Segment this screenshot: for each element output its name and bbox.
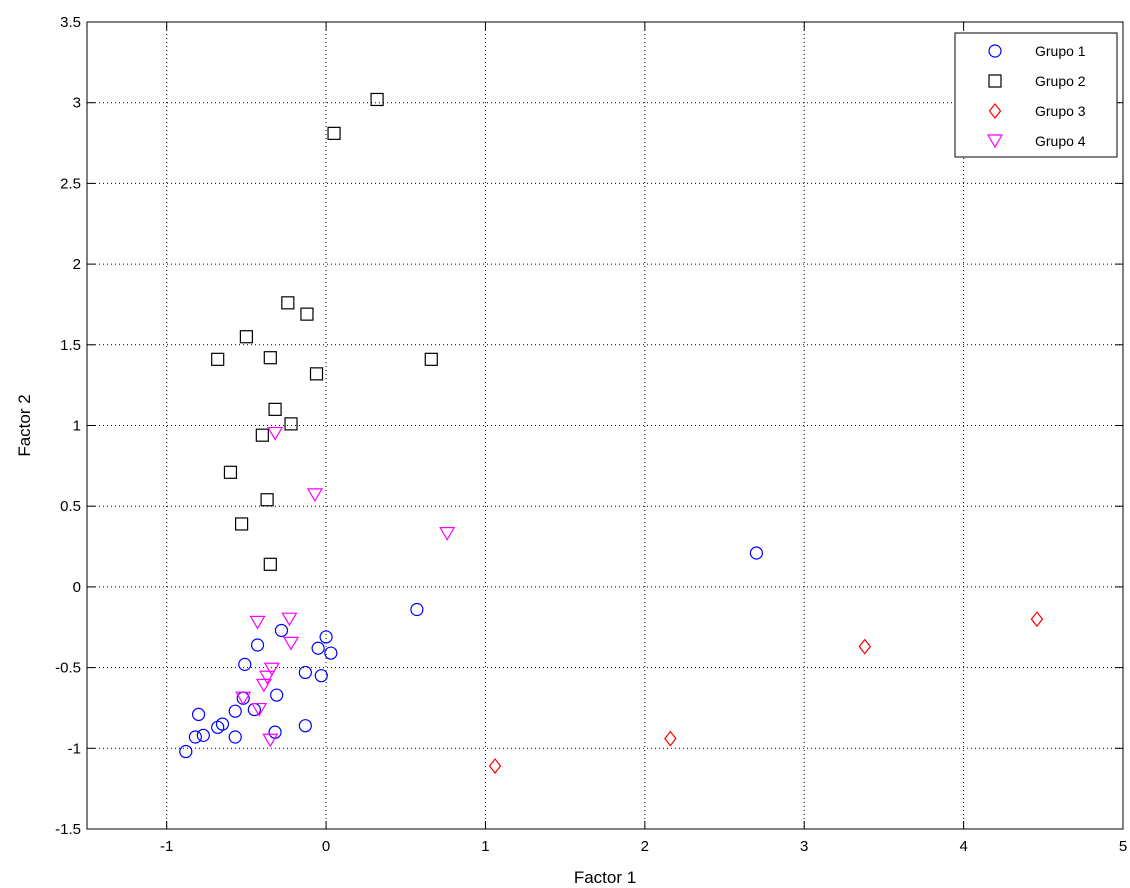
- data-point: [314, 669, 328, 683]
- data-point: [262, 733, 279, 748]
- data-point: [238, 657, 252, 671]
- data-point: [298, 665, 312, 680]
- data-point: [282, 636, 300, 651]
- data-point: [309, 367, 324, 381]
- legend-label: Grupo 4: [1035, 133, 1086, 149]
- data-point: [259, 670, 276, 685]
- data-point: [263, 662, 280, 677]
- data-point: [215, 717, 230, 731]
- data-point: [274, 623, 289, 638]
- data-point: [270, 688, 284, 702]
- data-point: [664, 730, 677, 747]
- legend-item: Grupo 4: [986, 133, 1086, 149]
- y-tick-label: 1.5: [60, 337, 81, 354]
- data-point: [223, 465, 238, 479]
- y-tick-label: 2.5: [60, 175, 81, 192]
- x-tick-label: 4: [959, 838, 967, 855]
- x-tick-label: 2: [641, 838, 649, 855]
- data-point: [281, 296, 295, 310]
- data-point: [311, 641, 325, 655]
- data-point: [249, 615, 266, 630]
- data-point: [236, 691, 250, 705]
- data-point: [410, 602, 424, 617]
- data-point: [306, 488, 323, 503]
- data-point: [268, 402, 282, 416]
- data-point: [439, 527, 456, 541]
- data-point: [260, 493, 274, 507]
- legend-label: Grupo 2: [1035, 73, 1086, 89]
- data-point: [300, 307, 314, 321]
- grid-lines: [87, 22, 1123, 829]
- data-point: [228, 730, 242, 744]
- data-point: [179, 744, 193, 759]
- data-point: [268, 725, 282, 739]
- legend-label: Grupo 1: [1035, 43, 1086, 59]
- data-point: [370, 92, 384, 107]
- series-4: [235, 426, 456, 748]
- data-point: [235, 691, 252, 706]
- data-point: [319, 630, 333, 644]
- data-point: [196, 728, 210, 742]
- legend-item: Grupo 1: [988, 43, 1086, 59]
- data-point: [488, 758, 502, 775]
- legend-marker: [988, 103, 1002, 119]
- data-point: [251, 702, 268, 717]
- x-tick-label: 3: [800, 838, 808, 855]
- legend-box: [954, 32, 1118, 158]
- legend-item: Grupo 3: [988, 103, 1086, 119]
- x-tick-label: 1: [481, 838, 489, 855]
- data-point: [239, 330, 253, 344]
- y-tick-label: 0.5: [60, 498, 81, 515]
- legend: Grupo 1 Grupo 2 Grupo 3 Grupo 4: [954, 32, 1118, 158]
- data-point: [298, 719, 312, 733]
- data-point: [1030, 611, 1044, 628]
- legend-marker: [986, 134, 1004, 149]
- x-axis-label: Factor 1: [574, 868, 636, 887]
- legend-marker: [988, 74, 1002, 88]
- data-point: [284, 417, 298, 431]
- data-point: [324, 646, 338, 660]
- x-tick-label: -1: [160, 838, 173, 855]
- x-tick-label: 5: [1119, 838, 1127, 855]
- data-point: [228, 704, 242, 718]
- data-point: [188, 730, 202, 744]
- data-point: [424, 352, 438, 366]
- y-tick-label: 1: [73, 418, 81, 435]
- legend-marker: [988, 44, 1002, 58]
- data-points: [179, 92, 1044, 775]
- y-tick-label: 3.5: [60, 14, 81, 31]
- data-point: [191, 707, 206, 722]
- data-point: [327, 126, 341, 140]
- y-tick-label: -1: [68, 740, 81, 757]
- series-2: [211, 92, 438, 571]
- y-axis-label: Factor 2: [15, 394, 34, 456]
- data-point: [263, 351, 277, 365]
- data-point: [255, 428, 269, 442]
- legend-item: Grupo 2: [988, 73, 1086, 89]
- series-1: [179, 546, 764, 759]
- data-point: [235, 517, 249, 531]
- data-point: [263, 557, 277, 571]
- plot-frame: [86, 21, 1124, 830]
- data-point: [749, 546, 764, 560]
- data-point: [858, 638, 872, 655]
- y-tick-label: 3: [73, 95, 81, 112]
- data-point: [255, 678, 272, 693]
- y-tick-label: 0: [73, 579, 81, 596]
- x-tick-label: 0: [322, 838, 330, 855]
- data-point: [250, 638, 265, 652]
- legend-label: Grupo 3: [1035, 103, 1086, 119]
- y-tick-label: -0.5: [55, 660, 81, 677]
- y-tick-label: -1.5: [55, 821, 81, 838]
- y-tick-label: 2: [73, 256, 81, 273]
- data-point: [281, 612, 298, 627]
- data-point: [211, 352, 225, 366]
- series-3: [488, 611, 1044, 775]
- data-point: [267, 426, 284, 441]
